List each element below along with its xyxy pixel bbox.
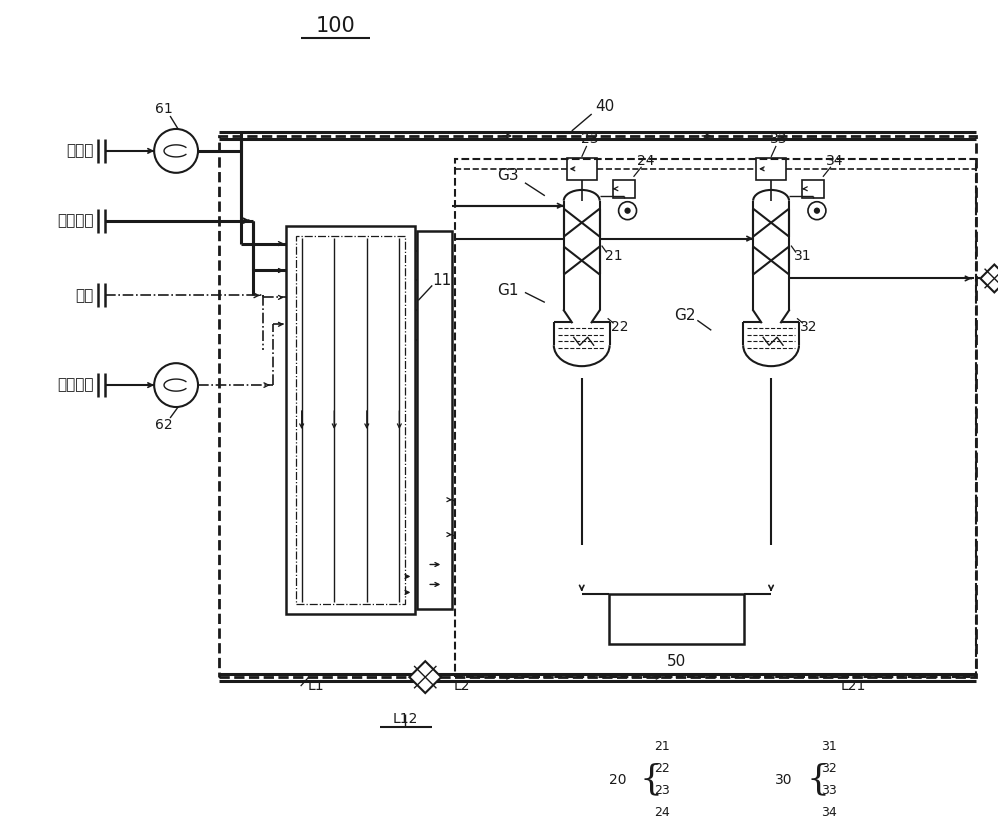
Text: 24: 24 <box>637 154 654 168</box>
Bar <box>455 159 976 677</box>
Bar <box>296 236 405 604</box>
Text: 22: 22 <box>655 762 670 775</box>
Text: L2: L2 <box>454 679 470 693</box>
Text: 33: 33 <box>821 784 837 798</box>
Text: 21: 21 <box>655 740 670 754</box>
Text: 33: 33 <box>770 132 788 146</box>
Circle shape <box>814 208 820 214</box>
Text: {: { <box>640 763 663 797</box>
Text: 50: 50 <box>667 654 686 669</box>
Bar <box>567 158 597 180</box>
Text: 21: 21 <box>605 248 622 262</box>
Polygon shape <box>980 265 1000 292</box>
Circle shape <box>154 364 198 407</box>
Text: 22: 22 <box>611 320 628 334</box>
Text: 24: 24 <box>655 806 670 819</box>
Text: G3: G3 <box>497 168 519 183</box>
Text: 11: 11 <box>433 273 452 288</box>
Bar <box>219 136 976 677</box>
Text: 62: 62 <box>155 418 173 432</box>
Text: 40: 40 <box>595 99 614 114</box>
Bar <box>609 594 744 644</box>
Text: 34: 34 <box>821 806 837 819</box>
Text: 100: 100 <box>316 17 355 37</box>
Text: 30: 30 <box>775 773 793 787</box>
Bar <box>802 180 824 198</box>
Text: 23: 23 <box>655 784 670 798</box>
Bar <box>286 226 415 614</box>
Text: 32: 32 <box>800 320 818 334</box>
Text: 61: 61 <box>155 102 173 116</box>
Text: 31: 31 <box>794 248 812 262</box>
Text: G2: G2 <box>674 308 695 323</box>
Text: 原料气体: 原料气体 <box>57 213 93 228</box>
Circle shape <box>808 202 826 220</box>
Text: 20: 20 <box>609 773 626 787</box>
Polygon shape <box>409 662 441 693</box>
Text: L1: L1 <box>307 679 324 693</box>
Text: {: { <box>806 763 829 797</box>
Text: 23: 23 <box>581 132 598 146</box>
Circle shape <box>624 208 631 214</box>
Text: 氮气: 氮气 <box>75 288 93 303</box>
Text: 32: 32 <box>821 762 837 775</box>
Circle shape <box>154 129 198 173</box>
Circle shape <box>619 202 637 220</box>
Bar <box>613 180 635 198</box>
Text: L12: L12 <box>393 712 418 726</box>
Text: 31: 31 <box>821 740 837 754</box>
Text: 粗氖气: 粗氖气 <box>66 144 93 159</box>
Bar <box>756 158 786 180</box>
Text: 34: 34 <box>826 154 844 168</box>
Bar <box>417 231 452 609</box>
Text: G1: G1 <box>497 283 519 298</box>
Text: L21: L21 <box>841 679 866 693</box>
Text: 高纯氖气: 高纯氖气 <box>57 378 93 393</box>
